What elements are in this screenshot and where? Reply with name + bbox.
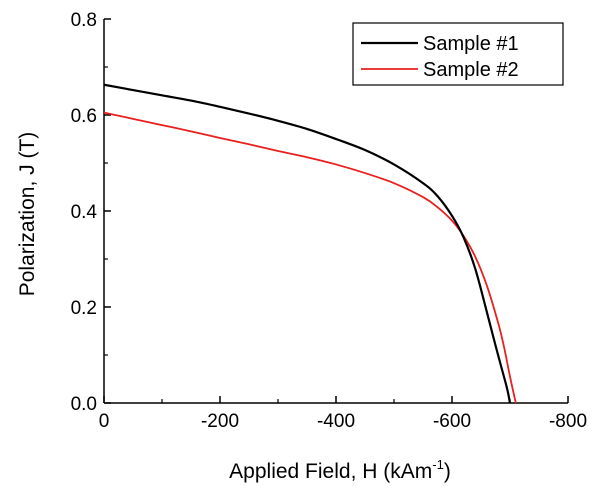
axes: 0 -200 -400 -600 -800 0.0 0.2 0.4 0.6 0.8 xyxy=(71,10,587,432)
y-axis-title: Polarization, J (T) xyxy=(16,132,39,297)
legend: Sample #1 Sample #2 xyxy=(352,22,564,86)
legend-label-1: Sample #1 xyxy=(423,33,519,55)
legend-box xyxy=(352,22,564,86)
x-axis-title-superscript: -1 xyxy=(432,457,444,472)
x-tick-label: 0 xyxy=(99,411,110,432)
y-tick-label: 0.2 xyxy=(71,298,97,319)
x-axis-title-suffix: ) xyxy=(444,460,451,483)
y-tick-label: 0.8 xyxy=(71,10,97,31)
y-tick-label: 0.6 xyxy=(71,106,97,127)
x-tick-label: -800 xyxy=(549,411,587,432)
series-lines xyxy=(103,83,517,404)
series-line-1 xyxy=(103,83,512,404)
y-tick-label: 0.4 xyxy=(71,202,98,223)
x-tick-label: -400 xyxy=(317,411,355,432)
series-line-2 xyxy=(103,111,517,404)
x-axis-title-main: Applied Field, H (kAm xyxy=(229,460,432,483)
legend-label-2: Sample #2 xyxy=(423,59,519,81)
y-tick-label: 0.0 xyxy=(71,394,97,415)
x-axis-title: Applied Field, H (kAm-1) xyxy=(229,457,451,483)
x-tick-label: -200 xyxy=(201,411,239,432)
x-tick-label: -600 xyxy=(433,411,471,432)
